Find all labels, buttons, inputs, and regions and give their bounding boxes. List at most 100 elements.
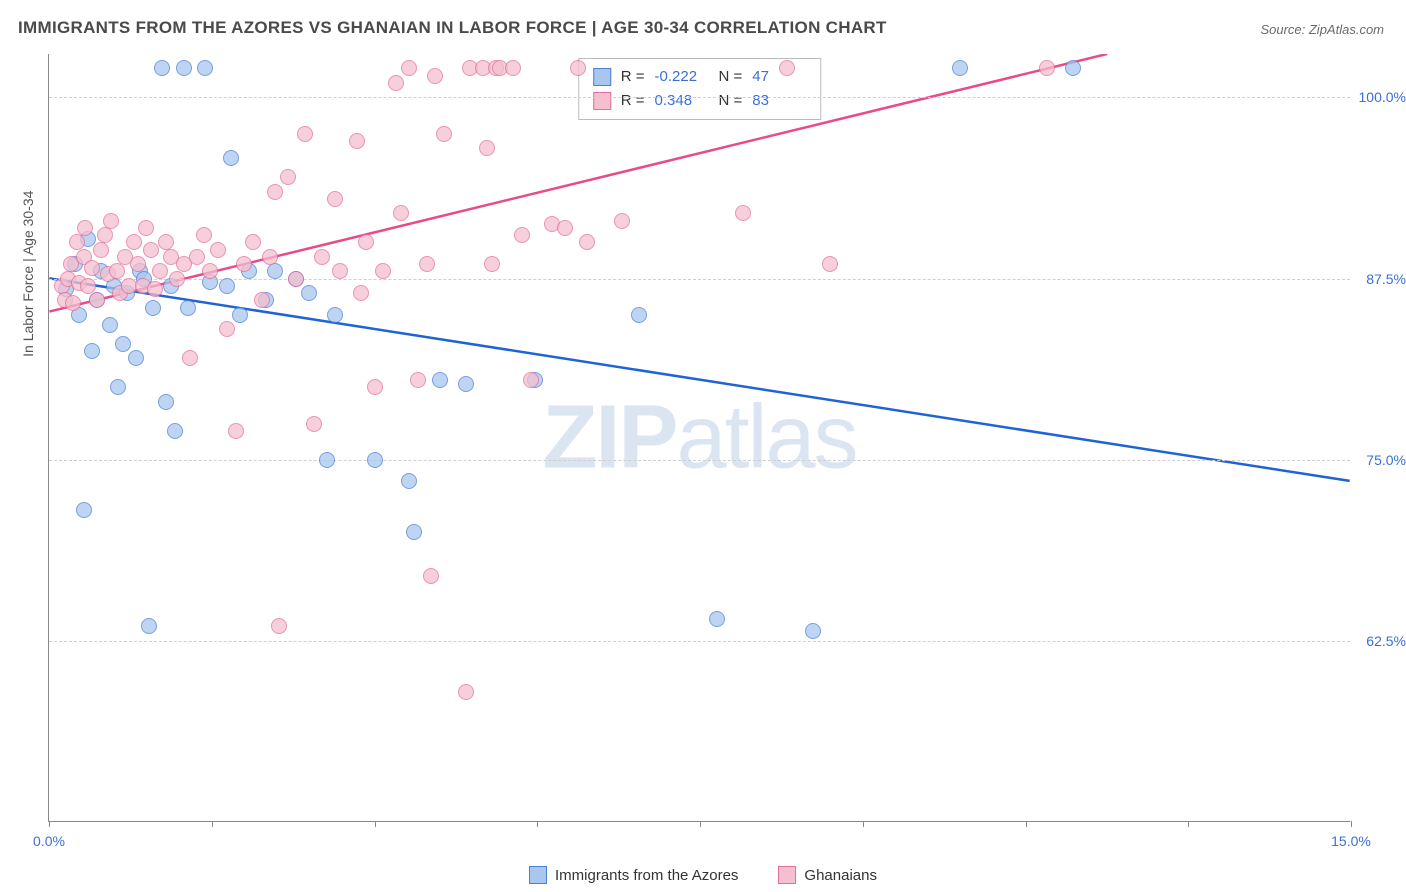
data-point xyxy=(176,60,192,76)
legend-item-1: Immigrants from the Azores xyxy=(529,866,738,884)
data-point xyxy=(505,60,521,76)
data-point xyxy=(236,256,252,272)
xtick xyxy=(537,821,538,827)
data-point xyxy=(271,618,287,634)
data-point xyxy=(1039,60,1055,76)
data-point xyxy=(202,263,218,279)
data-point xyxy=(306,416,322,432)
stat-n-label-1: N = xyxy=(719,65,743,89)
data-point xyxy=(167,423,183,439)
ytick-label: 62.5% xyxy=(1366,633,1406,649)
data-point xyxy=(110,379,126,395)
data-point xyxy=(353,285,369,301)
stat-r-value-2: 0.348 xyxy=(655,89,709,113)
data-point xyxy=(228,423,244,439)
data-point xyxy=(952,60,968,76)
data-point xyxy=(152,263,168,279)
xtick xyxy=(212,821,213,827)
stat-r-value-1: -0.222 xyxy=(655,65,709,89)
data-point xyxy=(514,227,530,243)
data-point xyxy=(76,502,92,518)
data-point xyxy=(484,256,500,272)
data-point xyxy=(436,126,452,142)
data-point xyxy=(138,220,154,236)
data-point xyxy=(89,292,105,308)
data-point xyxy=(393,205,409,221)
data-point xyxy=(779,60,795,76)
trend-lines xyxy=(49,54,1350,821)
data-point xyxy=(327,307,343,323)
xtick xyxy=(1026,821,1027,827)
data-point xyxy=(314,249,330,265)
data-point xyxy=(327,191,343,207)
data-point xyxy=(805,623,821,639)
data-point xyxy=(367,379,383,395)
watermark-rest: atlas xyxy=(676,387,856,487)
data-point xyxy=(301,285,317,301)
data-point xyxy=(223,150,239,166)
data-point xyxy=(154,60,170,76)
data-point xyxy=(97,227,113,243)
data-point xyxy=(432,372,448,388)
data-point xyxy=(182,350,198,366)
data-point xyxy=(232,307,248,323)
data-point xyxy=(158,394,174,410)
data-point xyxy=(128,350,144,366)
data-point xyxy=(401,60,417,76)
legend-swatch-1 xyxy=(529,866,547,884)
data-point xyxy=(427,68,443,84)
data-point xyxy=(126,234,142,250)
data-point xyxy=(523,372,539,388)
data-point xyxy=(180,300,196,316)
data-point xyxy=(458,376,474,392)
data-point xyxy=(557,220,573,236)
data-point xyxy=(147,281,163,297)
data-point xyxy=(458,684,474,700)
data-point xyxy=(80,278,96,294)
xtick xyxy=(375,821,376,827)
xtick-label: 0.0% xyxy=(33,833,65,849)
stats-row-2: R = 0.348 N = 83 xyxy=(593,89,807,113)
data-point xyxy=(65,295,81,311)
data-point xyxy=(319,452,335,468)
stat-r-label-2: R = xyxy=(621,89,645,113)
data-point xyxy=(102,317,118,333)
bottom-legend: Immigrants from the Azores Ghanaians xyxy=(529,866,877,884)
data-point xyxy=(169,271,185,287)
xtick xyxy=(1188,821,1189,827)
data-point xyxy=(288,271,304,287)
data-point xyxy=(219,321,235,337)
ytick-label: 75.0% xyxy=(1366,452,1406,468)
data-point xyxy=(210,242,226,258)
xtick xyxy=(700,821,701,827)
swatch-series-2 xyxy=(593,92,611,110)
data-point xyxy=(631,307,647,323)
data-point xyxy=(189,249,205,265)
data-point xyxy=(406,524,422,540)
gridline xyxy=(49,460,1350,461)
data-point xyxy=(254,292,270,308)
legend-item-2: Ghanaians xyxy=(778,866,877,884)
data-point xyxy=(332,263,348,279)
data-point xyxy=(267,263,283,279)
data-point xyxy=(145,300,161,316)
data-point xyxy=(267,184,283,200)
xtick-label: 15.0% xyxy=(1331,833,1371,849)
gridline xyxy=(49,641,1350,642)
data-point xyxy=(614,213,630,229)
data-point xyxy=(410,372,426,388)
data-point xyxy=(579,234,595,250)
stats-row-1: R = -0.222 N = 47 xyxy=(593,65,807,89)
data-point xyxy=(735,205,751,221)
data-point xyxy=(358,234,374,250)
data-point xyxy=(375,263,391,279)
data-point xyxy=(709,611,725,627)
gridline xyxy=(49,97,1350,98)
legend-label-1: Immigrants from the Azores xyxy=(555,867,738,884)
stat-n-value-2: 83 xyxy=(752,89,806,113)
data-point xyxy=(141,618,157,634)
data-point xyxy=(103,213,119,229)
data-point xyxy=(109,263,125,279)
source-label: Source: ZipAtlas.com xyxy=(1260,22,1384,37)
ytick-label: 87.5% xyxy=(1366,271,1406,287)
